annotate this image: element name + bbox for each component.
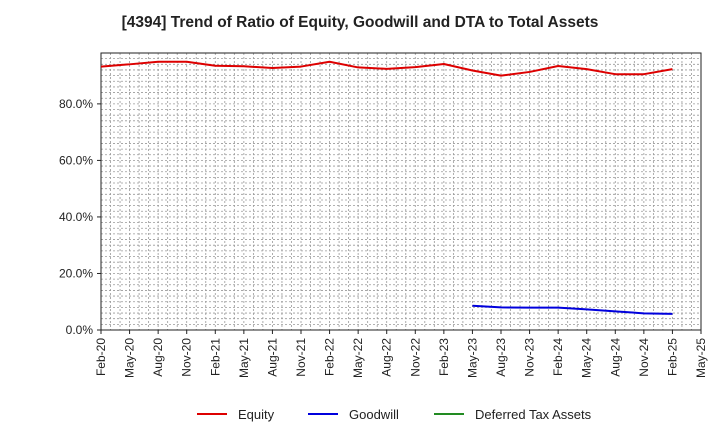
x-tick-label: Feb-22 <box>323 338 337 376</box>
y-tick-label: 20.0% <box>59 266 93 280</box>
x-tick-label: Aug-20 <box>151 338 165 377</box>
x-tick-label: May-23 <box>465 338 479 378</box>
x-tick-label: Nov-23 <box>523 338 537 377</box>
legend-label-equity: Equity <box>238 407 275 422</box>
x-tick-label: Feb-21 <box>208 338 222 376</box>
x-tick-label: May-20 <box>123 338 137 378</box>
x-tick-label: Aug-24 <box>608 338 622 377</box>
x-tick-label: May-25 <box>694 338 708 378</box>
x-tick-label: Aug-22 <box>380 338 394 377</box>
chart-title: [4394] Trend of Ratio of Equity, Goodwil… <box>121 14 599 31</box>
y-tick-label: 80.0% <box>59 97 93 111</box>
x-tick-label: May-21 <box>237 338 251 378</box>
legend-label-deferred-tax-assets: Deferred Tax Assets <box>475 407 592 422</box>
x-tick-label: Nov-24 <box>637 338 651 377</box>
x-tick-label: Feb-25 <box>665 338 679 376</box>
x-tick-label: Nov-22 <box>408 338 422 377</box>
plot-border <box>100 52 702 331</box>
equity-line <box>100 60 673 77</box>
x-tick-label: Nov-21 <box>294 338 308 377</box>
plot-area <box>101 53 701 330</box>
x-tick-label: May-24 <box>580 338 594 378</box>
x-tick-label: Nov-20 <box>180 338 194 377</box>
x-tick-label: May-22 <box>351 338 365 378</box>
x-tick-label: Aug-23 <box>494 338 508 377</box>
y-tick-label: 0.0% <box>66 323 94 337</box>
y-tick-label: 60.0% <box>59 153 93 167</box>
x-tick-label: Feb-23 <box>437 338 451 376</box>
legend-label-goodwill: Goodwill <box>349 407 399 422</box>
x-tick-label: Feb-20 <box>94 338 108 376</box>
y-tick-label: 40.0% <box>59 210 93 224</box>
goodwill-line <box>472 304 673 315</box>
x-tick-label: Feb-24 <box>551 338 565 376</box>
x-tick-label: Aug-21 <box>265 338 279 377</box>
